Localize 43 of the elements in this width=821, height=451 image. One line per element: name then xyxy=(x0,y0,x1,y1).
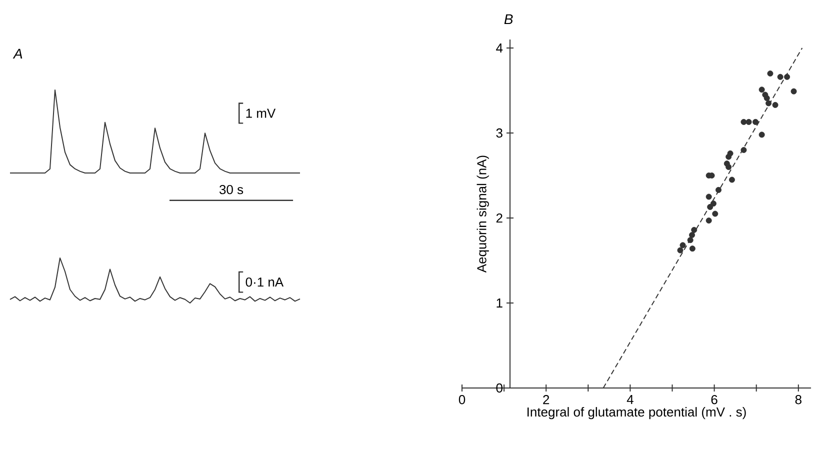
point xyxy=(689,232,696,238)
x-axis-title: Integral of glutamate potential (mV . s) xyxy=(528,407,746,420)
point xyxy=(740,147,747,153)
y-axis-title: Aequorin signal (nA) xyxy=(476,156,489,273)
point xyxy=(691,226,698,233)
point xyxy=(790,88,797,94)
point xyxy=(716,186,722,193)
point xyxy=(752,118,759,125)
point xyxy=(689,246,696,252)
point xyxy=(677,247,684,254)
y-tick-label: 2 xyxy=(496,213,502,223)
point xyxy=(758,86,765,93)
point xyxy=(758,132,765,138)
point xyxy=(706,194,712,200)
point xyxy=(772,102,778,108)
chart-title: B xyxy=(504,14,513,24)
point xyxy=(746,118,752,125)
point xyxy=(764,95,770,102)
point xyxy=(784,74,790,80)
y-tick-label: 3 xyxy=(496,128,502,138)
point xyxy=(712,210,718,217)
point xyxy=(680,242,686,248)
point xyxy=(727,150,734,156)
point xyxy=(706,218,712,224)
y-tick-label: 4 xyxy=(496,44,503,52)
x-tick-label: 0 xyxy=(458,395,466,404)
point xyxy=(726,164,732,170)
annotation: 1 mV xyxy=(246,108,276,118)
point xyxy=(710,200,716,207)
x-tick-label: 6 xyxy=(711,395,718,404)
annotation: 0·1 nA xyxy=(246,277,284,287)
x-tick-label: 8 xyxy=(795,395,802,404)
point xyxy=(767,70,774,76)
x-tick-label: 2 xyxy=(543,395,550,404)
y-tick-label: 1 xyxy=(496,298,502,308)
point xyxy=(777,74,784,80)
point xyxy=(766,100,772,106)
point xyxy=(687,237,694,244)
point xyxy=(728,176,735,183)
point xyxy=(740,118,747,125)
x-tick-label: 4 xyxy=(626,395,634,404)
text: 30 s xyxy=(219,184,244,194)
chart-title: A xyxy=(12,48,22,58)
